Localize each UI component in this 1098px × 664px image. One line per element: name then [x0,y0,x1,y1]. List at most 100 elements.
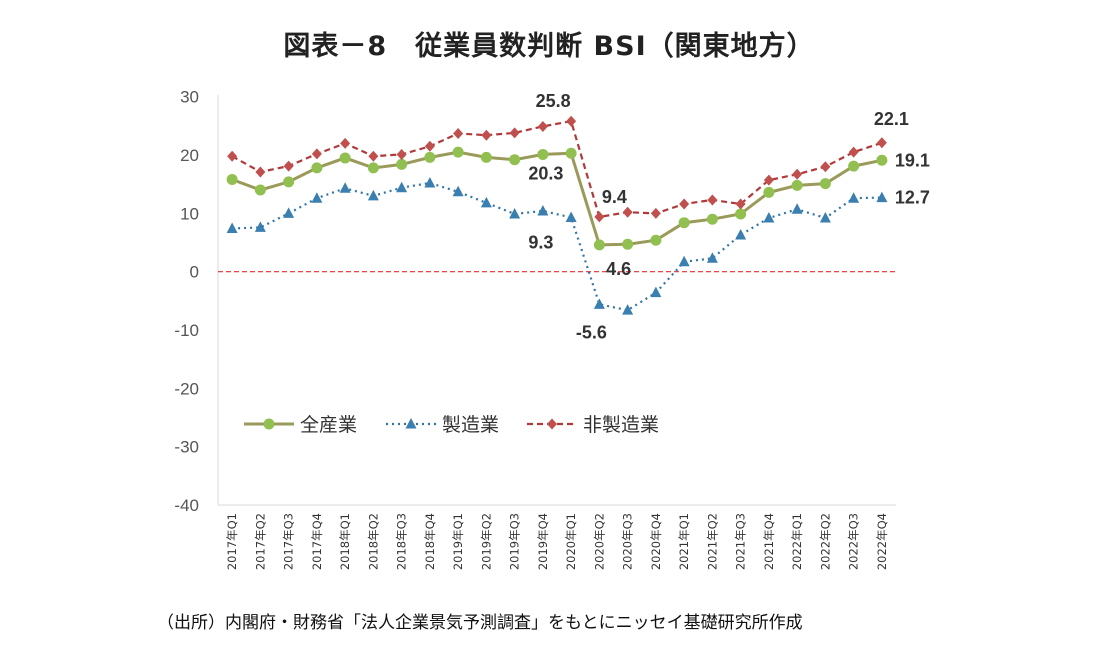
data-point [424,140,435,152]
data-label: 22.1 [874,109,909,129]
data-point [367,162,379,174]
data-point [707,194,718,206]
data-point [255,166,266,178]
x-tick-label: 2018年Q2 [366,513,380,570]
x-tick-label: 2019年Q4 [536,513,550,570]
data-point [706,252,718,263]
data-label: 4.6 [606,259,631,279]
data-point [650,234,662,246]
x-tick-label: 2019年Q1 [451,513,465,570]
data-point [226,222,238,234]
data-point [792,168,803,180]
data-point [311,162,323,174]
data-point [254,184,266,196]
y-axis-ticks: 30 20 10 0 -10 -20 -30 -40 [174,88,199,515]
data-point [396,158,408,170]
data-point [594,211,605,223]
data-point [283,176,295,188]
x-tick-label: 2021年Q2 [705,513,719,570]
data-point [339,182,351,193]
data-point [339,152,351,164]
x-tick-label: 2017年Q3 [282,513,296,570]
x-tick-label: 2020年Q4 [649,513,663,570]
data-point [311,148,322,160]
x-tick-label: 2019年Q2 [479,513,493,570]
series-line-2 [232,181,882,312]
data-point [876,191,888,203]
data-point [848,160,860,172]
data-point [424,151,436,163]
data-point [622,206,633,218]
legend: 全産業 製造業 非製造業 [244,414,659,436]
data-point [735,228,747,240]
y-tick-label: 0 [190,263,199,282]
y-tick-label: -10 [174,321,199,340]
data-point [791,203,803,214]
x-tick-label: 2019年Q3 [508,513,522,570]
data-point [650,207,661,219]
series-layer [226,115,888,315]
data-point [763,212,775,223]
series-line-3 [231,119,883,219]
y-tick-label: 10 [180,204,199,223]
x-tick-label: 2018年Q3 [395,513,409,570]
data-point [706,213,718,225]
x-tick-label: 2021年Q4 [762,513,776,570]
y-tick-label: -30 [174,438,199,457]
data-point [876,154,888,166]
data-point [735,208,747,220]
data-point [819,212,831,223]
data-point [396,148,407,160]
data-point [509,207,521,219]
legend-label: 非製造業 [583,414,659,436]
data-point [509,127,520,139]
data-point [848,146,859,158]
chart-title: 図表－8 従業員数判断 BSI（関東地方） [283,31,815,62]
data-label: 25.8 [536,91,571,111]
data-point [283,207,295,218]
data-point [565,211,577,222]
data-point [593,298,605,309]
legend-label: 製造業 [442,414,499,436]
data-point [763,174,774,186]
data-point [340,137,351,149]
x-tick-label: 2018年Q4 [423,513,437,570]
data-point [480,151,492,163]
data-point [509,154,521,166]
data-point [565,147,577,159]
data-point [481,129,492,141]
data-point [735,198,746,210]
data-point [876,137,887,149]
data-point [537,120,548,132]
data-point [311,192,323,203]
data-point [396,181,408,193]
x-tick-label: 2021年Q1 [677,513,691,570]
data-point [622,304,634,315]
data-point [678,255,690,267]
x-tick-label: 2020年Q2 [592,513,606,570]
data-label: -5.6 [576,322,607,342]
x-tick-label: 2020年Q3 [621,513,635,570]
data-label: 12.7 [895,188,930,208]
data-point [480,196,492,208]
data-point [452,146,464,158]
data-point [678,217,690,229]
data-point [424,177,436,188]
data-point [283,160,294,172]
x-tick-label: 2021年Q3 [734,513,748,570]
data-point [622,238,634,250]
data-labels: 25.8 22.1 19.1 12.7 20.3 9.3 9.4 4.6 -5.6 [528,91,930,342]
data-point [226,174,238,186]
data-point [566,115,577,127]
source-note: （出所）内閣府・財務省「法人企業景気予測調査」をもとにニッセイ基礎研究所作成 [157,613,803,633]
x-tick-label: 2022年Q3 [847,513,861,570]
x-tick-label: 2017年Q1 [225,513,239,570]
data-point [227,150,238,162]
legend-marker [263,418,275,430]
x-tick-label: 2022年Q2 [818,513,832,570]
x-tick-label: 2020年Q1 [564,513,578,570]
y-tick-label: 20 [180,146,199,165]
data-point [763,186,775,198]
legend-marker [547,418,557,430]
data-point [820,161,831,173]
